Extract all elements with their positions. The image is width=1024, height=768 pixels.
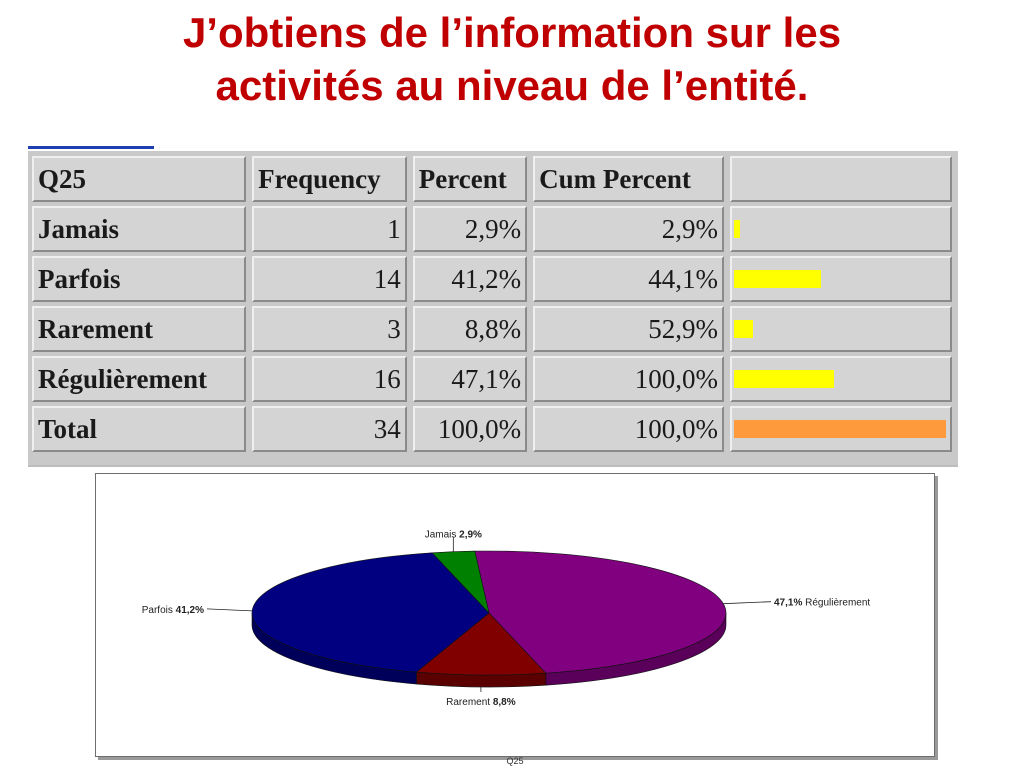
row-cum-percent: 52,9% (533, 306, 724, 352)
row-percent: 2,9% (412, 206, 528, 252)
pie-chart-panel: 47,1% Régulièrement Rarement 8,8% Parfois … (95, 473, 935, 757)
row-percent: 47,1% (412, 356, 528, 402)
row-label: Régulièrement (32, 356, 247, 402)
table-row: Parfois 14 41,2% 44,1% (32, 256, 952, 302)
row-label: Jamais (32, 206, 247, 252)
slide-title: J’obtiens de l’information sur les activ… (0, 6, 1024, 112)
pie-slice-label: Parfois 41,2% (142, 605, 204, 616)
row-percent: 8,8% (412, 306, 528, 352)
row-bar-cell (729, 356, 952, 402)
row-cum-percent: 44,1% (533, 256, 724, 302)
row-label: Parfois (32, 256, 247, 302)
total-cum-percent: 100,0% (533, 406, 724, 452)
pie-caption: Q25 (506, 756, 524, 766)
row-cum-percent: 100,0% (533, 356, 724, 402)
row-bar-cell (729, 256, 952, 302)
pie-slice (474, 550, 727, 674)
link-underline (28, 146, 154, 149)
pie-slice (415, 612, 547, 676)
pie-leader-line (723, 601, 772, 605)
header-bar (729, 156, 952, 202)
row-cum-percent: 2,9% (533, 206, 724, 252)
total-frequency: 34 (252, 406, 407, 452)
table-header-row: Q25 Frequency Percent Cum Percent (32, 156, 952, 202)
pie-slice (431, 550, 490, 615)
frequency-table: Q25 Frequency Percent Cum Percent Jamais… (26, 152, 958, 456)
pie-chart: 47,1% Régulièrement Rarement 8,8% Parfois … (142, 530, 871, 708)
row-frequency: 1 (252, 206, 407, 252)
row-percent: 41,2% (412, 256, 528, 302)
slide-title-line-2: activités au niveau de l’entité. (215, 62, 809, 109)
table-total-row: Total 34 100,0% 100,0% (32, 406, 952, 452)
header-frequency: Frequency (252, 156, 407, 202)
slide-title-line-1: J’obtiens de l’information sur les (182, 9, 842, 56)
total-label: Total (32, 406, 247, 452)
pie-slice-label: 47,1% Régulièrement (774, 598, 870, 609)
table-row: Rarement 3 8,8% 52,9% (32, 306, 952, 352)
row-bar-cell (729, 306, 952, 352)
total-percent-bar (733, 420, 946, 438)
table-row: Jamais 1 2,9% 2,9% (32, 206, 952, 252)
total-bar-cell (729, 406, 952, 452)
row-label: Rarement (32, 306, 247, 352)
pie-leader-line (206, 608, 253, 612)
pie-slice-label: Jamais 2,9% (425, 530, 482, 541)
header-percent: Percent (412, 156, 528, 202)
row-frequency: 16 (252, 356, 407, 402)
percent-bar (733, 270, 821, 288)
pie-slice-label: Rarement 8,8% (446, 697, 516, 708)
header-cum-percent: Cum Percent (533, 156, 724, 202)
header-q25: Q25 (32, 156, 247, 202)
row-frequency: 14 (252, 256, 407, 302)
table-row: Régulièrement 16 47,1% 100,0% (32, 356, 952, 402)
row-bar-cell (729, 206, 952, 252)
total-percent: 100,0% (412, 406, 528, 452)
percent-bar (733, 370, 834, 388)
percent-bar (733, 220, 740, 238)
percent-bar (733, 320, 753, 338)
row-frequency: 3 (252, 306, 407, 352)
pie-slice (251, 552, 490, 673)
frequency-table-panel: Q25 Frequency Percent Cum Percent Jamais… (28, 151, 958, 467)
